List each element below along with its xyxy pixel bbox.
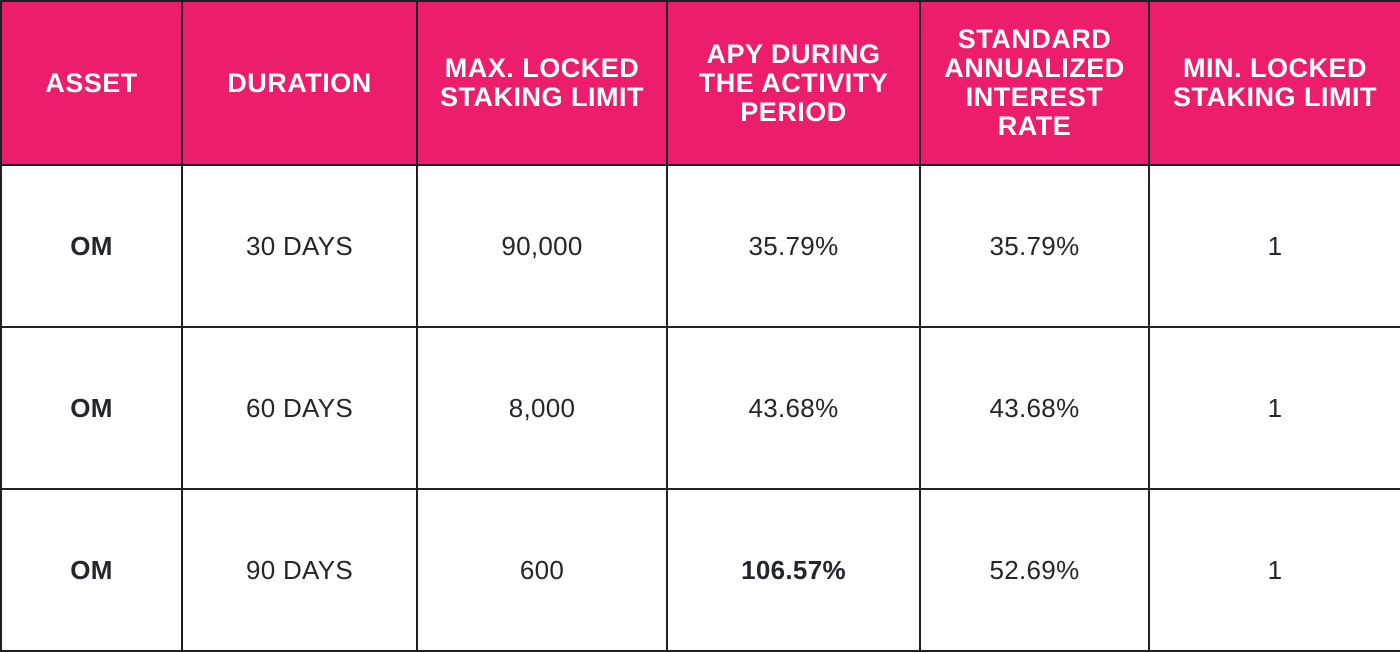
table-row: OM 90 DAYS 600 106.57% 52.69% 1	[0, 488, 1400, 652]
apy-cell-highlighted: 106.57%	[666, 488, 921, 652]
apy-cell: 43.68%	[666, 326, 921, 490]
asset-cell: OM	[0, 488, 183, 652]
min-limit-cell: 1	[1148, 488, 1400, 652]
max-limit-cell: 600	[416, 488, 668, 652]
standard-rate-cell: 43.68%	[919, 326, 1150, 490]
header-max-locked-staking-limit: MAX. LOCKED STAKING LIMIT	[416, 0, 668, 166]
standard-rate-cell: 35.79%	[919, 164, 1150, 328]
min-limit-cell: 1	[1148, 164, 1400, 328]
apy-cell: 35.79%	[666, 164, 921, 328]
duration-cell: 60 DAYS	[181, 326, 418, 490]
standard-rate-cell: 52.69%	[919, 488, 1150, 652]
duration-cell: 30 DAYS	[181, 164, 418, 328]
table-body: OM 30 DAYS 90,000 35.79% 35.79% 1 OM 60 …	[0, 164, 1400, 652]
header-min-locked-staking-limit: MIN. LOCKED STAKING LIMIT	[1148, 0, 1400, 166]
table-row: OM 60 DAYS 8,000 43.68% 43.68% 1	[0, 326, 1400, 490]
header-duration: DURATION	[181, 0, 418, 166]
asset-cell: OM	[0, 164, 183, 328]
table-header: ASSET DURATION MAX. LOCKED STAKING LIMIT…	[0, 0, 1400, 166]
max-limit-cell: 8,000	[416, 326, 668, 490]
min-limit-cell: 1	[1148, 326, 1400, 490]
header-standard-annualized-interest-rate: STANDARD ANNUALIZED INTEREST RATE	[919, 0, 1150, 166]
duration-cell: 90 DAYS	[181, 488, 418, 652]
header-asset: ASSET	[0, 0, 183, 166]
table-row: OM 30 DAYS 90,000 35.79% 35.79% 1	[0, 164, 1400, 328]
header-row: ASSET DURATION MAX. LOCKED STAKING LIMIT…	[0, 0, 1400, 166]
max-limit-cell: 90,000	[416, 164, 668, 328]
header-apy-activity-period: APY DURING THE ACTIVITY PERIOD	[666, 0, 921, 166]
asset-cell: OM	[0, 326, 183, 490]
